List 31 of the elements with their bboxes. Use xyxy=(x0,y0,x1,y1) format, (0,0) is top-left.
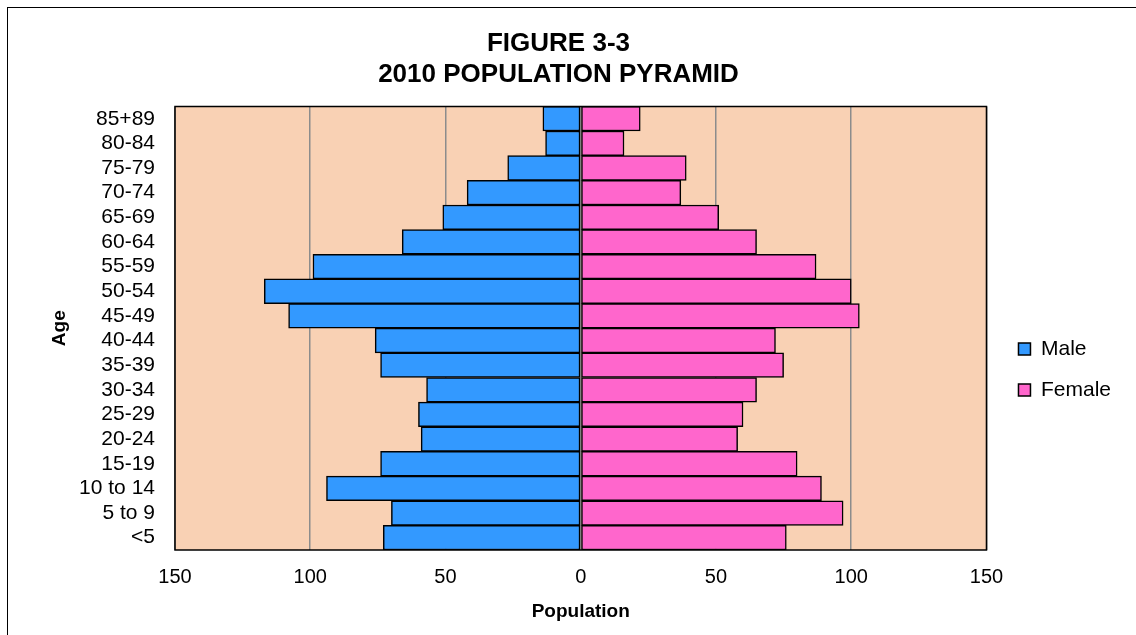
legend-label: Male xyxy=(1040,335,1087,359)
x-tick-label: 0 xyxy=(575,564,587,587)
y-tick-label: 55-59 xyxy=(101,253,155,277)
y-tick-label: 5 to 9 xyxy=(102,499,155,523)
y-tick-label: 10 to 14 xyxy=(79,475,156,499)
x-tick-label: 50 xyxy=(704,564,728,587)
y-tick-label: 75-79 xyxy=(101,154,155,178)
legend-label: Female xyxy=(1040,376,1112,400)
y-tick-label: 65-69 xyxy=(101,204,155,228)
y-tick-label: 85+89 xyxy=(96,105,155,129)
y-tick-label: 70-74 xyxy=(101,179,156,203)
x-tick-label: 100 xyxy=(293,564,327,587)
y-axis-title: Age xyxy=(47,310,69,347)
y-tick-label: 80-84 xyxy=(101,130,156,154)
x-axis-title: Population xyxy=(531,599,630,621)
y-tick-label: 35-39 xyxy=(101,351,155,375)
chart-title: FIGURE 3-3 xyxy=(486,26,631,57)
y-tick-label: 45-49 xyxy=(101,302,155,326)
chart-subtitle: 2010 POPULATION PYRAMID xyxy=(378,57,739,88)
x-tick-label: 50 xyxy=(434,564,457,587)
y-tick-label: 20-24 xyxy=(101,425,156,449)
y-tick-label: 25-29 xyxy=(101,401,155,425)
y-tick-label: <5 xyxy=(131,524,155,548)
x-tick-label: 150 xyxy=(969,564,1004,587)
x-tick-label: 150 xyxy=(158,564,192,587)
x-tick-label: 100 xyxy=(834,564,868,587)
y-tick-label: 60-64 xyxy=(101,228,156,252)
y-tick-label: 15-19 xyxy=(101,450,155,474)
y-tick-label: 40-44 xyxy=(101,327,156,351)
y-tick-label: 30-34 xyxy=(101,376,156,400)
y-tick-label: 50-54 xyxy=(101,278,156,302)
